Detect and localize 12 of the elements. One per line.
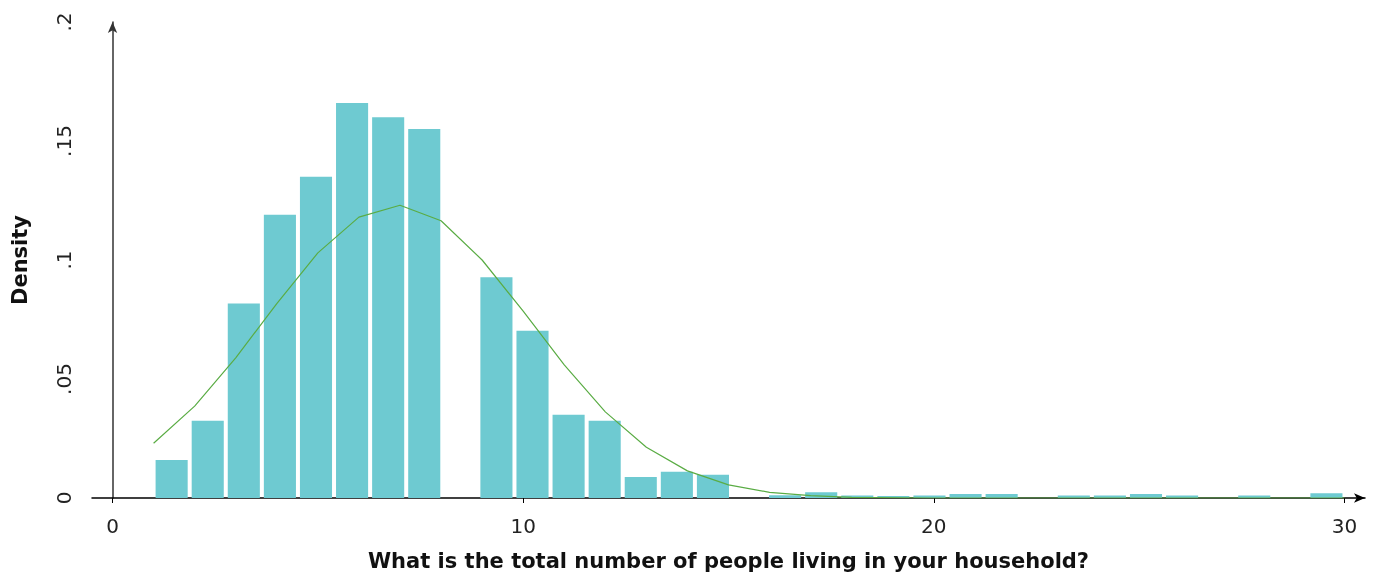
x-axis-title: What is the total number of people living in your household? (367, 548, 1090, 573)
y-axis-title: Density (7, 214, 32, 306)
line-series (153, 204, 1346, 499)
y-tick-label: .2 (52, 12, 76, 32)
x-tick-label: 20 (921, 514, 947, 538)
y-tick-label: 0 (52, 491, 76, 505)
x-tick-label: 10 (510, 514, 536, 538)
y-tick-label: .05 (52, 363, 76, 395)
y-tick-label: .15 (52, 125, 76, 157)
y-tick-label: .1 (52, 250, 76, 270)
x-tick-label: 0 (106, 514, 119, 538)
x-tick-label: 30 (1331, 514, 1358, 538)
